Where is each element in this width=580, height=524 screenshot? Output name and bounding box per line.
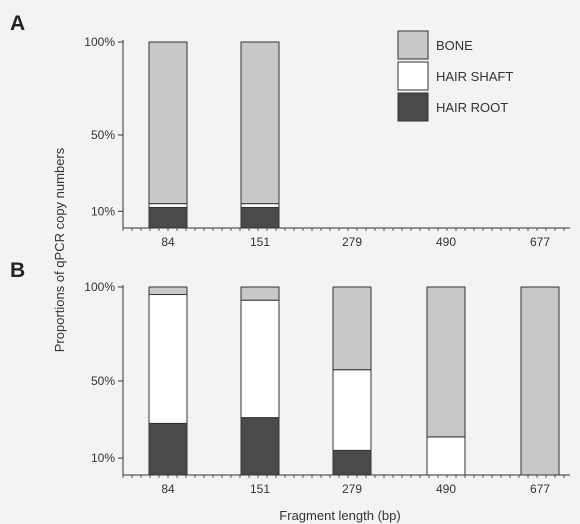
panel-a-chart: 10% 50% 100% 84 151 279 490 677: [84, 35, 570, 249]
x-tick-label: 279: [342, 235, 362, 249]
y-tick-label: 50%: [91, 128, 115, 142]
x-tick-label: 490: [436, 482, 456, 496]
y-tick-label: 100%: [84, 35, 115, 49]
legend-swatch-hair-shaft: [397, 61, 429, 91]
x-tick-label: 151: [250, 482, 270, 496]
bar-segment-hair-shaft: [148, 203, 188, 208]
bar-segment-bone: [332, 286, 372, 371]
legend-label-bone: BONE: [436, 38, 473, 53]
bar-segment-hair-root: [148, 206, 188, 229]
x-tick-label: 84: [161, 235, 175, 249]
bar-segment-hair-shaft: [240, 299, 280, 419]
bar-segment-bone: [426, 286, 466, 438]
x-tick-label: 677: [530, 482, 550, 496]
y-tick-label: 10%: [91, 204, 115, 218]
bar-segment-hair-root: [332, 449, 372, 476]
y-tick-label: 10%: [91, 451, 115, 465]
bar-segment-bone: [240, 286, 280, 301]
x-tick-label: 677: [530, 235, 550, 249]
bar-segment-hair-root: [240, 206, 280, 229]
panel-b-chart: 10% 50% 100% 84 151 279 490 677: [84, 280, 570, 496]
bar-segment-hair-root: [240, 417, 280, 476]
bar-segment-hair-shaft: [240, 203, 280, 208]
bar-segment-bone: [148, 286, 188, 296]
panel-label-a: A: [10, 12, 25, 35]
x-axis-title: Fragment length (bp): [279, 508, 400, 523]
x-tick-label: 151: [250, 235, 270, 249]
legend-label-hair-shaft: HAIR SHAFT: [436, 69, 513, 84]
bar-segment-hair-root: [148, 422, 188, 476]
x-tick-label: 279: [342, 482, 362, 496]
y-tick-label: 100%: [84, 280, 115, 294]
y-tick-label: 50%: [91, 374, 115, 388]
bar-segment-hair-shaft: [148, 294, 188, 424]
bar-segment-bone: [148, 41, 188, 205]
legend-label-hair-root: HAIR ROOT: [436, 100, 508, 115]
panel-label-b: B: [10, 259, 25, 282]
bar-segment-bone: [520, 286, 560, 476]
legend: BONE HAIR SHAFT HAIR ROOT: [397, 30, 513, 122]
bar-segment-hair-shaft: [332, 369, 372, 451]
x-tick-label: 84: [161, 482, 175, 496]
bar-segment-bone: [240, 41, 280, 205]
legend-swatch-hair-root: [397, 92, 429, 122]
bar-segment-hair-shaft: [426, 436, 466, 476]
legend-swatch-bone: [397, 30, 429, 60]
y-axis-title: Proportions of qPCR copy numbers: [52, 147, 67, 352]
x-tick-label: 490: [436, 235, 456, 249]
